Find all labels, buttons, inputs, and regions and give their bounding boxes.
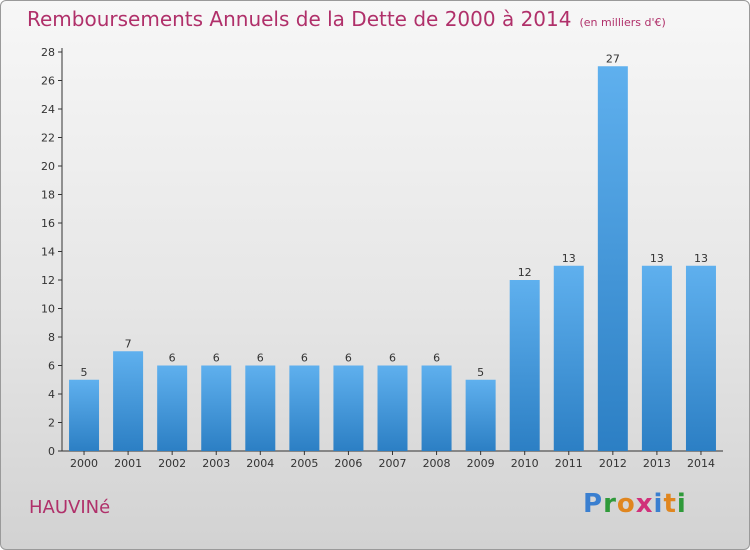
commune-name: HAUVINé [29,497,111,518]
x-tick-label: 2006 [334,457,362,470]
y-tick-label: 10 [41,303,55,316]
bar-value-label: 5 [81,366,88,379]
y-tick-label: 14 [41,246,55,259]
y-tick-label: 2 [48,417,55,430]
x-tick-label: 2009 [467,457,495,470]
bar-value-label: 5 [477,366,484,379]
bar-value-label: 6 [257,352,264,365]
logo-letter: P [583,489,604,519]
bar-value-label: 6 [169,352,176,365]
bar [377,365,408,451]
bar-value-label: 27 [606,52,620,65]
bar-value-label: 13 [650,252,664,265]
y-tick-label: 26 [41,75,55,88]
x-tick-label: 2003 [202,457,230,470]
y-tick-label: 0 [48,445,55,458]
x-tick-label: 2000 [70,457,98,470]
bar [597,66,628,451]
y-tick-label: 28 [41,46,55,59]
x-tick-label: 2002 [158,457,186,470]
logo-letter: t [663,489,677,519]
bar [289,365,320,451]
y-tick-label: 18 [41,189,55,202]
logo-letter: o [616,489,636,519]
bar-value-label: 6 [345,352,352,365]
logo-letter: i [653,489,664,519]
x-tick-label: 2014 [687,457,715,470]
chart-subtitle: (en milliers d'€) [579,16,666,29]
chart-data-labels: 5 7 6 6 6 6 6 6 6 5 12 13 27 13 13 [81,52,708,379]
x-tick-label: 2004 [246,457,274,470]
y-tick-label: 16 [41,217,55,230]
x-tick-label: 2007 [379,457,407,470]
bar-value-label: 6 [213,352,220,365]
y-tick-label: 12 [41,274,55,287]
x-tick-label: 2008 [423,457,451,470]
logo-letter: x [635,489,654,519]
bar-value-label: 7 [125,337,132,350]
bar [509,280,540,451]
y-tick-label: 20 [41,160,55,173]
bar [69,379,100,451]
x-tick-label: 2010 [511,457,539,470]
bar-value-label: 6 [301,352,308,365]
bar-value-label: 6 [389,352,396,365]
y-tick-label: 8 [48,331,55,344]
chart-bars [69,66,716,451]
bar [465,379,496,451]
bar [553,265,584,451]
bar [113,351,144,451]
chart-title: Remboursements Annuels de la Dette de 20… [27,7,572,31]
x-tick-label: 2013 [643,457,671,470]
y-tick-label: 6 [48,360,55,373]
x-tick-label: 2011 [555,457,583,470]
y-tick-label: 22 [41,132,55,145]
x-tick-label: 2005 [290,457,318,470]
bar-value-label: 6 [433,352,440,365]
y-tick-label: 4 [48,388,55,401]
bar [333,365,364,451]
bar [641,265,672,451]
bar-value-label: 13 [562,252,576,265]
bar-value-label: 13 [694,252,708,265]
y-tick-label: 24 [41,103,55,116]
bar [157,365,188,451]
bar-value-label: 12 [518,266,532,279]
bar [245,365,276,451]
logo-letter: i [676,489,687,519]
chart-title-block: Remboursements Annuels de la Dette de 20… [27,7,666,31]
bar [201,365,232,451]
bar [421,365,452,451]
proxiti-logo: Proxiti [583,489,687,519]
logo-letter: r [603,489,617,519]
x-tick-label: 2012 [599,457,627,470]
bar [685,265,716,451]
x-tick-label: 2001 [114,457,142,470]
